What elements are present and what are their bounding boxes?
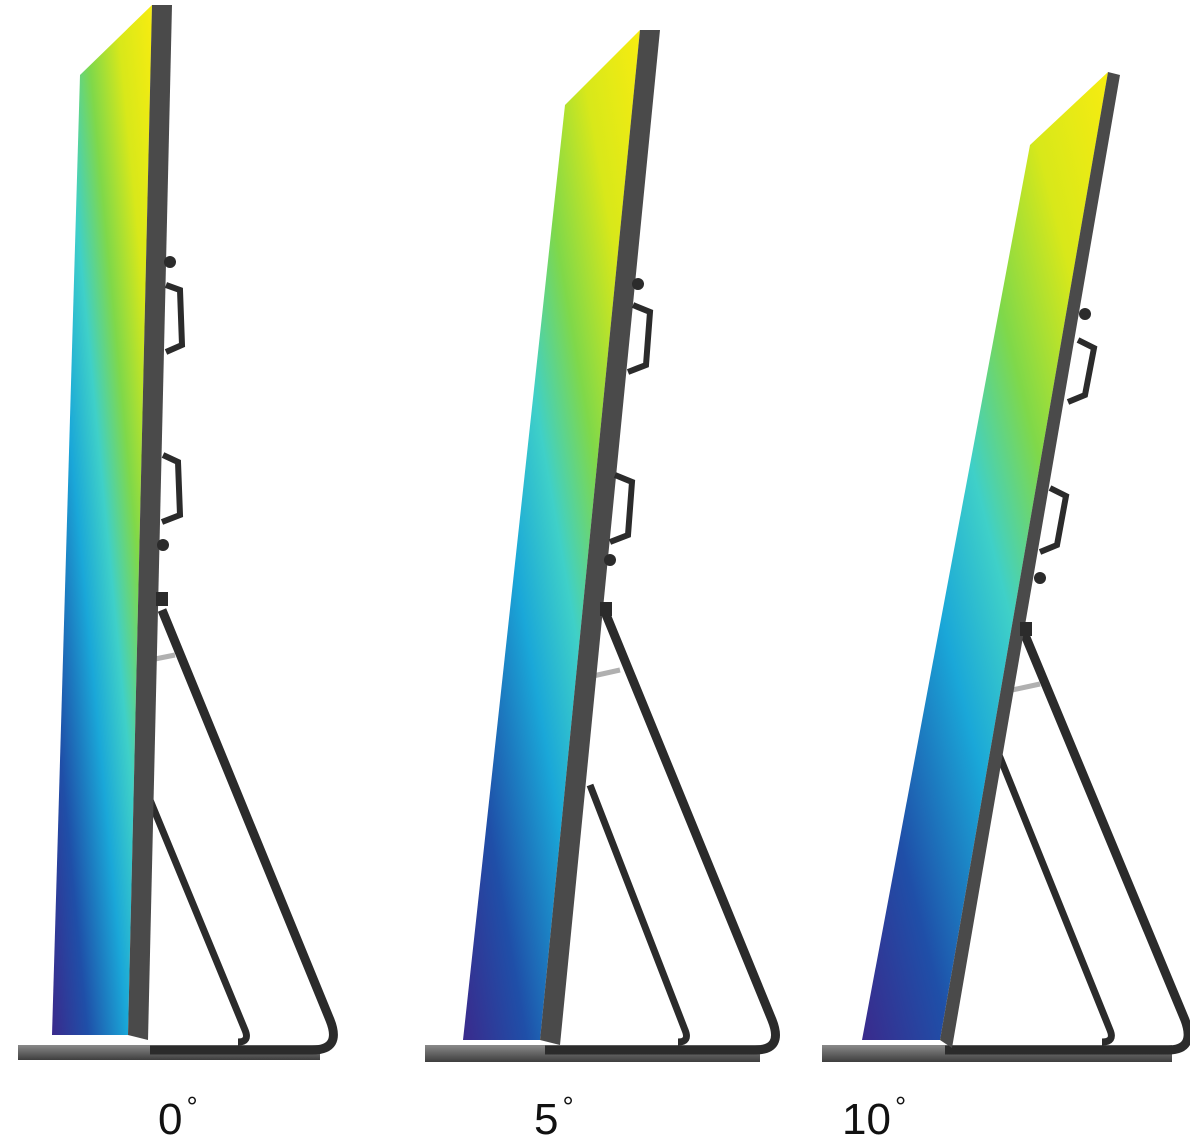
- screen-frame: [540, 30, 660, 1045]
- tilt-angle-label: 5 °: [534, 1093, 574, 1142]
- display-unit-0deg: [18, 5, 338, 1060]
- degree-symbol: °: [562, 1091, 574, 1122]
- screen-frame: [940, 72, 1120, 1048]
- handle-icon: [160, 282, 186, 525]
- handle-icon: [608, 302, 654, 545]
- angle-value: 5: [534, 1095, 559, 1144]
- stand-inner: [586, 783, 690, 1046]
- led-screen: [52, 5, 152, 1035]
- stand-frame: [150, 608, 338, 1055]
- angle-value: 10: [842, 1095, 891, 1144]
- tilt-angle-label: 10 °: [842, 1093, 906, 1142]
- display-unit-10deg: [822, 72, 1190, 1062]
- screen-frame: [128, 5, 172, 1040]
- handle-icon: [1038, 337, 1098, 555]
- degree-symbol: °: [186, 1091, 198, 1122]
- stand-inner: [991, 743, 1115, 1046]
- stand-frame: [945, 633, 1190, 1055]
- led-screen: [862, 72, 1108, 1040]
- led-screen: [463, 30, 640, 1040]
- tilt-angle-label: 0 °: [158, 1093, 198, 1142]
- degree-symbol: °: [894, 1091, 907, 1122]
- stand-frame: [545, 610, 780, 1055]
- angle-value: 0: [158, 1095, 183, 1144]
- display-figure: [18, 5, 1190, 1062]
- display-unit-5deg: [425, 30, 780, 1062]
- stand-inner: [146, 798, 250, 1046]
